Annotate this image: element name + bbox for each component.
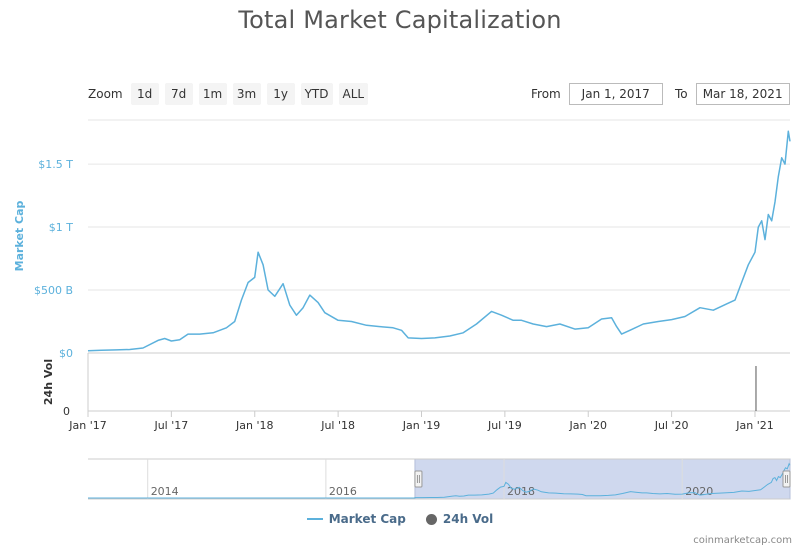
zoom-1m-button[interactable]: 1m bbox=[198, 83, 227, 105]
y-axis-title: Market Cap bbox=[13, 201, 26, 272]
y-tick-label: $0 bbox=[59, 347, 73, 360]
market-cap-series-line bbox=[87, 130, 791, 352]
zoom-3m-button[interactable]: 3m bbox=[232, 83, 261, 105]
zoom-bar: Zoom 1d 7d 1m 3m 1y YTD ALL bbox=[88, 83, 374, 105]
legend-dot-icon bbox=[425, 513, 437, 525]
legend-item-24h-vol[interactable]: 24h Vol bbox=[425, 512, 494, 526]
navigator-series-line bbox=[88, 462, 791, 499]
navigator-selection bbox=[414, 458, 791, 500]
y-tick-label: $500 B bbox=[34, 284, 73, 297]
navigator-tick-label: 2018 bbox=[507, 485, 535, 498]
navigator-tick-label: 2014 bbox=[151, 485, 179, 498]
range-from: From bbox=[531, 83, 663, 105]
volume-tick-label: 0 bbox=[63, 405, 70, 418]
from-label: From bbox=[531, 87, 561, 101]
x-tick-label: Jan '20 bbox=[568, 419, 606, 432]
to-label: To bbox=[675, 87, 688, 101]
x-tick-label: Jan '21 bbox=[735, 419, 773, 432]
navigator-left-handle[interactable] bbox=[414, 470, 423, 488]
zoom-all-button[interactable]: ALL bbox=[338, 83, 369, 105]
zoom-ytd-button[interactable]: YTD bbox=[300, 83, 333, 105]
legend: Market Cap 24h Vol bbox=[0, 512, 800, 526]
legend-label-market-cap: Market Cap bbox=[328, 512, 406, 526]
range-to: To bbox=[675, 83, 790, 105]
to-date-input[interactable] bbox=[695, 83, 790, 105]
zoom-1d-button[interactable]: 1d bbox=[130, 83, 159, 105]
navigator-right-handle[interactable] bbox=[782, 470, 791, 488]
volume-axis-title: 24h Vol bbox=[42, 359, 55, 405]
navigator-tick-label: 2020 bbox=[685, 485, 713, 498]
legend-label-24h-vol: 24h Vol bbox=[442, 512, 494, 526]
x-tick-label: Jan '18 bbox=[235, 419, 273, 432]
navigator-tick-label: 2016 bbox=[329, 485, 357, 498]
chart-title: Total Market Capitalization bbox=[238, 6, 562, 34]
x-tick-label: Jan '19 bbox=[402, 419, 440, 432]
from-date-input[interactable] bbox=[568, 83, 663, 105]
legend-item-market-cap[interactable]: Market Cap bbox=[306, 512, 406, 526]
zoom-1y-button[interactable]: 1y bbox=[266, 83, 295, 105]
x-tick-label: Jul '17 bbox=[153, 419, 188, 432]
x-tick-label: Jul '20 bbox=[654, 419, 689, 432]
x-tick-label: Jul '19 bbox=[487, 419, 522, 432]
x-tick-label: Jul '18 bbox=[320, 419, 355, 432]
zoom-label: Zoom bbox=[88, 87, 123, 101]
credit-link[interactable]: coinmarketcap.com bbox=[693, 535, 792, 546]
zoom-7d-button[interactable]: 7d bbox=[164, 83, 193, 105]
y-tick-label: $1 T bbox=[49, 221, 73, 234]
x-tick-label: Jan '17 bbox=[68, 419, 106, 432]
legend-line-icon bbox=[306, 518, 323, 520]
y-tick-label: $1.5 T bbox=[38, 158, 73, 171]
